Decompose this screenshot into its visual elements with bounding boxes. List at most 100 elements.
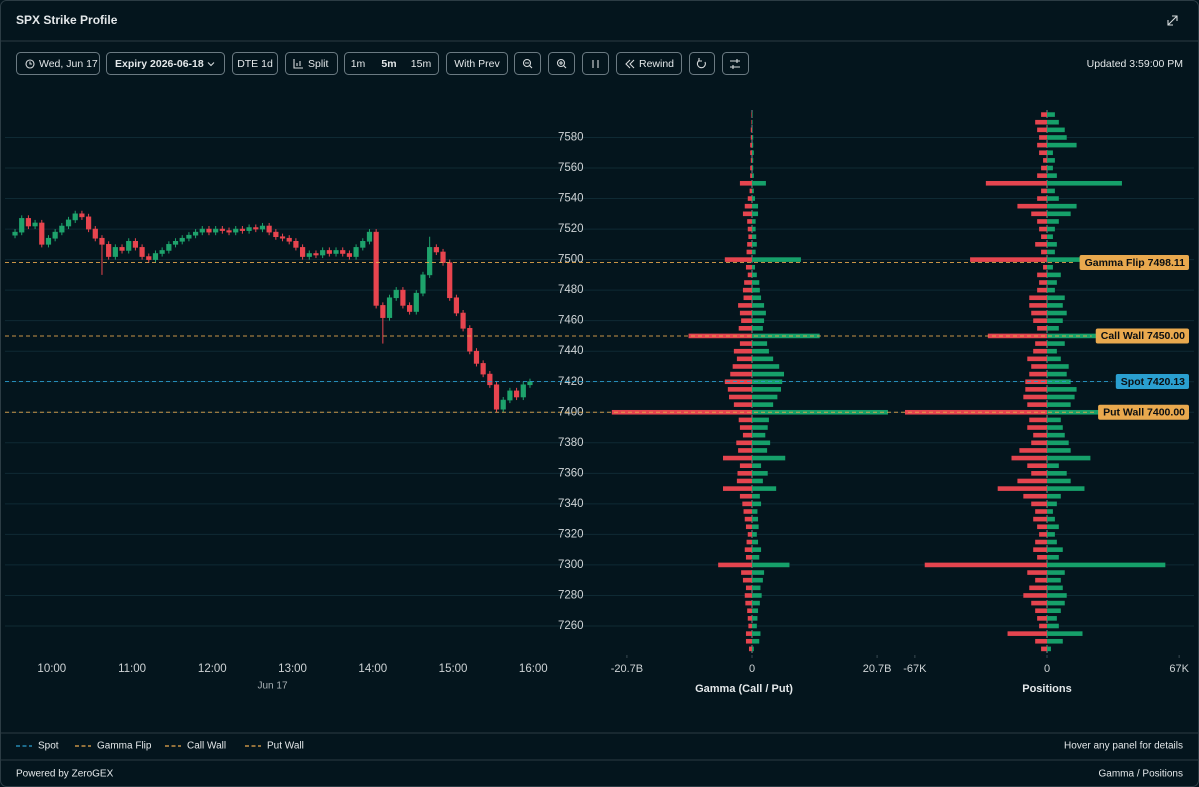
- y-tick-label: 7500: [558, 254, 584, 266]
- strike-bar: [1047, 318, 1063, 323]
- strike-bar: [752, 180, 766, 186]
- strike-bar: [924, 562, 1047, 568]
- candle-body: [25, 218, 32, 227]
- date-button[interactable]: Wed, Jun 17: [16, 52, 100, 75]
- strike-bar: [1047, 471, 1067, 476]
- strike-bar: [1037, 196, 1047, 201]
- strike-bar: [747, 242, 752, 247]
- strike-bar: [752, 188, 754, 194]
- strike-bar: [752, 341, 768, 346]
- rewind-button[interactable]: Rewind: [616, 52, 682, 75]
- zoom-in-button[interactable]: [548, 52, 575, 75]
- expiry-button[interactable]: Expiry 2026-06-18: [106, 52, 225, 75]
- strike-bar: [752, 616, 758, 621]
- candle-body: [152, 253, 159, 260]
- updated-time: Updated 3:59:00 PM: [1087, 58, 1183, 70]
- strike-bar: [742, 501, 752, 507]
- strike-bar: [1029, 303, 1047, 308]
- strike-bar: [752, 219, 756, 224]
- legend: Spot Gamma Flip Call Wall Put Wall: [16, 741, 304, 752]
- expand-button[interactable]: [1167, 15, 1178, 26]
- page-title: SPX Strike Profile: [16, 13, 118, 27]
- strike-bar: [752, 196, 756, 201]
- interval-option[interactable]: 1m: [351, 58, 366, 70]
- strike-bar: [736, 356, 752, 362]
- strike-bar: [1039, 532, 1047, 537]
- strike-bar: [744, 593, 752, 598]
- candle-body: [219, 228, 225, 231]
- strike-bar: [752, 478, 763, 484]
- strike-bar: [987, 333, 1047, 339]
- strike-bar: [752, 585, 761, 591]
- strike-bar: [746, 539, 752, 545]
- strike-bar: [1047, 554, 1059, 560]
- with-prev-button[interactable]: With Prev: [446, 52, 508, 75]
- level-label: Spot 7420.13: [1121, 376, 1185, 388]
- x-sublabel: Jun 17: [257, 681, 287, 692]
- strike-bar: [752, 264, 756, 270]
- strike-bar: [748, 234, 752, 240]
- settings-button[interactable]: [722, 52, 749, 75]
- strike-bar: [736, 440, 752, 446]
- strike-bar: [1031, 310, 1047, 316]
- strike-bar: [742, 577, 752, 583]
- x-tick-label: 0: [749, 663, 755, 675]
- y-tick-label: 7540: [558, 193, 584, 205]
- strike-bar: [1047, 501, 1057, 507]
- interval-option[interactable]: 5m: [381, 58, 396, 70]
- strike-bar: [1047, 524, 1059, 530]
- level-badge: [1079, 254, 1189, 270]
- strike-bar: [1047, 570, 1065, 575]
- strike-bar: [1047, 425, 1063, 430]
- candle-body: [500, 399, 506, 410]
- strike-bar: [1047, 394, 1075, 400]
- strike-bar: [1047, 509, 1053, 514]
- strike-bar: [1035, 509, 1047, 514]
- legend-note: Hover any panel for details: [1064, 741, 1183, 752]
- strike-bar: [1023, 593, 1047, 598]
- candle-body: [226, 230, 232, 233]
- y-tick-label: 7380: [558, 437, 584, 449]
- y-tick-label: 7400: [558, 406, 584, 418]
- candle-body: [360, 240, 366, 248]
- strike-bar: [1047, 387, 1077, 392]
- strike-bar: [1047, 348, 1057, 354]
- candle-body: [413, 292, 419, 312]
- strike-bar: [739, 180, 752, 186]
- candle-body: [366, 231, 373, 242]
- reset-button[interactable]: [689, 52, 715, 75]
- zoom-out-button[interactable]: [514, 52, 541, 75]
- strike-bar: [739, 310, 752, 316]
- candle-body: [440, 251, 446, 263]
- strike-bar: [752, 234, 757, 240]
- strike-bar: [1035, 638, 1047, 644]
- strike-bar: [752, 165, 754, 171]
- strike-bar: [747, 196, 752, 201]
- strike-bar: [1037, 219, 1047, 224]
- candle-body: [99, 237, 105, 245]
- strike-bar: [752, 593, 762, 598]
- split-button[interactable]: Split: [285, 52, 338, 75]
- strike-bar: [752, 562, 790, 568]
- strike-bar: [1029, 371, 1047, 377]
- dte-button[interactable]: DTE 1d: [232, 52, 278, 75]
- candle-body: [186, 234, 192, 239]
- strike-bar: [742, 432, 752, 438]
- candle-body: [406, 305, 413, 312]
- x-tick-label: 12:00: [198, 663, 227, 675]
- strike-bar: [752, 486, 777, 491]
- strike-bar: [752, 509, 758, 514]
- strike-bar: [741, 570, 752, 575]
- strike-bar: [737, 471, 752, 476]
- strike-bar: [752, 471, 768, 476]
- strike-bar: [752, 242, 757, 247]
- interval-option[interactable]: 15m: [411, 58, 432, 70]
- level-badge: [1098, 404, 1189, 420]
- strike-bar: [1047, 356, 1061, 362]
- strike-bar: [1047, 547, 1063, 552]
- strike-bar: [1039, 150, 1047, 156]
- strike-bar: [1027, 570, 1047, 575]
- candle-body: [433, 247, 439, 253]
- strike-bar: [752, 440, 771, 446]
- pause-button[interactable]: [582, 52, 609, 75]
